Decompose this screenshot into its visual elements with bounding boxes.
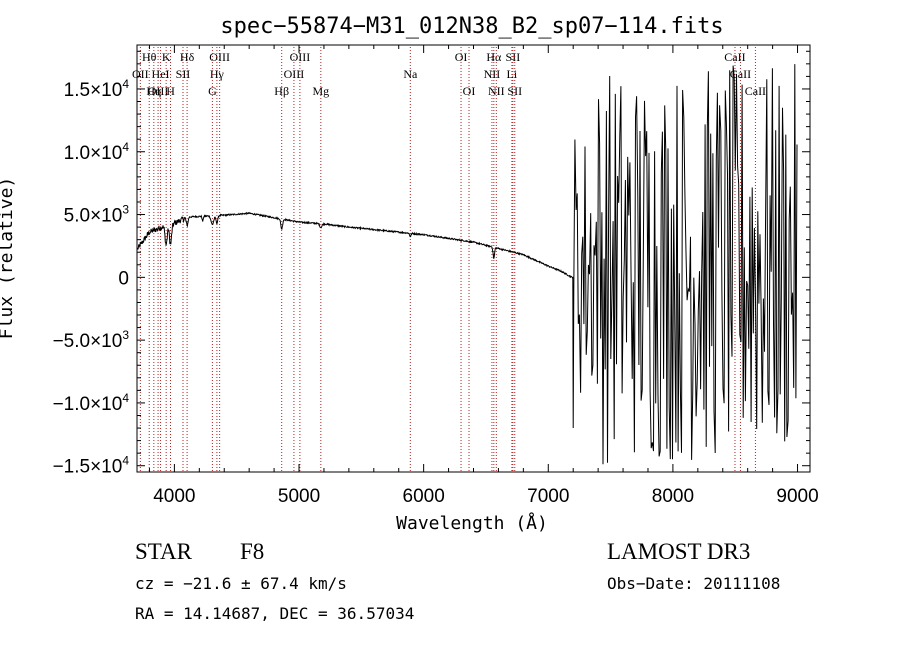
spectral-line-label: Hη bbox=[146, 84, 161, 98]
spectral-line-label: NII bbox=[484, 67, 501, 81]
spectral-line-label: OI bbox=[463, 84, 476, 98]
x-axis-label: Wavelength (Å) bbox=[396, 512, 548, 534]
y-tick-label: 1.0×104 bbox=[64, 140, 130, 164]
y-tick-label: 0 bbox=[118, 268, 129, 289]
spectral-line-label: OIII bbox=[209, 50, 230, 64]
spectral-line-label: OII bbox=[132, 67, 149, 81]
survey-name: LAMOST DR3 bbox=[607, 539, 751, 564]
x-axis: 4000 5000 6000 7000 8000 9000 bbox=[148, 45, 819, 507]
spectral-line-label: CaII bbox=[724, 50, 745, 64]
x-tick-label: 6000 bbox=[403, 486, 445, 507]
spectral-line-label: OIII bbox=[148, 84, 169, 98]
spectral-line-label: Li bbox=[507, 67, 518, 81]
spectral-line-label: K bbox=[162, 50, 171, 64]
y-tick-label: −1.5×104 bbox=[53, 454, 130, 478]
y-tick-label: −1.0×104 bbox=[53, 391, 130, 415]
spectral-line-label: Mg bbox=[312, 84, 329, 98]
spectral-line-label: NII bbox=[488, 84, 505, 98]
y-tick-label: −5.0×103 bbox=[53, 328, 130, 352]
spectral-line-label: Hθ bbox=[142, 50, 157, 64]
spectral-line-label: Na bbox=[403, 67, 418, 81]
coordinates: RA = 14.14687, DEC = 36.57034 bbox=[135, 604, 415, 623]
spectral-line-label: Hβ bbox=[274, 84, 289, 98]
x-tick-label: 8000 bbox=[652, 486, 694, 507]
chart-title: spec−55874−M31_012N38_B2_sp07−114.fits bbox=[220, 14, 723, 39]
spectral-line-label: HeI bbox=[152, 67, 170, 81]
obs-date: Obs−Date: 20111108 bbox=[607, 574, 781, 593]
spectral-line-label: SII bbox=[507, 84, 522, 98]
spectral-line-label: OI bbox=[455, 50, 468, 64]
y-tick-label: 5.0×103 bbox=[64, 203, 130, 227]
spectral-line-label: Hδ bbox=[180, 50, 195, 64]
spectral-line-label: SII bbox=[176, 67, 191, 81]
spectrum-line bbox=[137, 64, 798, 465]
y-axis: 1.5×104 1.0×104 5.0×103 0 −5.0×103 −1.0×104 −1… bbox=[53, 50, 810, 478]
redshift-text: cz = −21.6 ± 67.4 km/s bbox=[135, 574, 347, 593]
x-tick-label: 4000 bbox=[153, 486, 195, 507]
spectral-line-label: SII bbox=[506, 50, 521, 64]
spectral-line-label: CaII bbox=[745, 84, 766, 98]
object-subclass: F8 bbox=[240, 539, 265, 564]
spectral-line-label: Hα bbox=[486, 50, 502, 64]
spectral-line-label: Hγ bbox=[210, 67, 225, 81]
spectral-line-label: H bbox=[166, 84, 175, 98]
spectral-line-label: OIII bbox=[290, 50, 311, 64]
x-tick-label: 5000 bbox=[278, 486, 320, 507]
y-axis-label: Flux (relative) bbox=[0, 177, 17, 340]
spectral-line-label: OIII bbox=[284, 67, 305, 81]
spectral-line-label: G bbox=[208, 84, 217, 98]
spectral-line-label: CaII bbox=[730, 67, 751, 81]
x-tick-label: 9000 bbox=[776, 486, 818, 507]
object-class: STAR bbox=[135, 539, 192, 564]
x-tick-label: 7000 bbox=[527, 486, 569, 507]
y-tick-label: 1.5×104 bbox=[64, 77, 130, 101]
